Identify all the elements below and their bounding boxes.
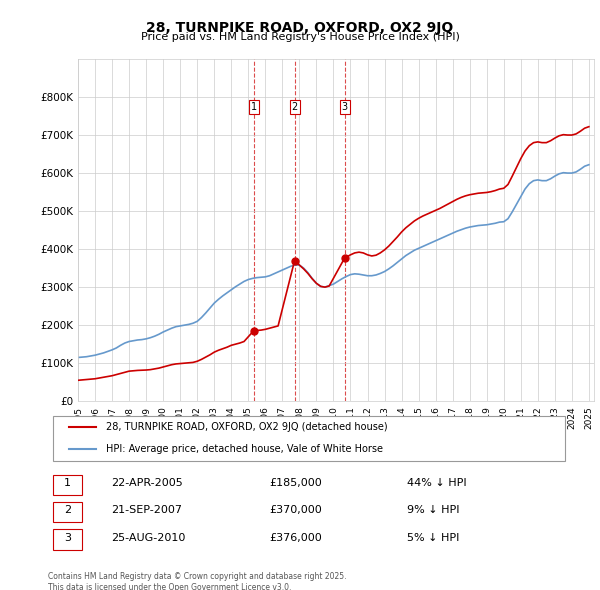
Text: 9% ↓ HPI: 9% ↓ HPI [407, 505, 460, 515]
Text: 2: 2 [292, 102, 298, 112]
Text: HPI: Average price, detached house, Vale of White Horse: HPI: Average price, detached house, Vale… [106, 444, 383, 454]
FancyBboxPatch shape [53, 415, 565, 461]
Text: 22-APR-2005: 22-APR-2005 [112, 478, 183, 488]
Text: 21-SEP-2007: 21-SEP-2007 [112, 505, 182, 515]
Text: 28, TURNPIKE ROAD, OXFORD, OX2 9JQ (detached house): 28, TURNPIKE ROAD, OXFORD, OX2 9JQ (deta… [106, 422, 388, 432]
FancyBboxPatch shape [53, 529, 82, 549]
Text: 1: 1 [251, 102, 257, 112]
Text: £376,000: £376,000 [270, 533, 323, 543]
Text: 3: 3 [341, 102, 347, 112]
FancyBboxPatch shape [53, 502, 82, 522]
Text: 2: 2 [64, 505, 71, 515]
FancyBboxPatch shape [53, 474, 82, 494]
Text: Contains HM Land Registry data © Crown copyright and database right 2025.
This d: Contains HM Land Registry data © Crown c… [48, 572, 347, 590]
Text: £185,000: £185,000 [270, 478, 323, 488]
Text: 1: 1 [64, 478, 71, 488]
Text: 25-AUG-2010: 25-AUG-2010 [112, 533, 186, 543]
Text: 3: 3 [64, 533, 71, 543]
Text: £370,000: £370,000 [270, 505, 323, 515]
Text: 44% ↓ HPI: 44% ↓ HPI [407, 478, 467, 488]
Text: 5% ↓ HPI: 5% ↓ HPI [407, 533, 460, 543]
Text: Price paid vs. HM Land Registry's House Price Index (HPI): Price paid vs. HM Land Registry's House … [140, 32, 460, 42]
Text: 28, TURNPIKE ROAD, OXFORD, OX2 9JQ: 28, TURNPIKE ROAD, OXFORD, OX2 9JQ [146, 21, 454, 35]
